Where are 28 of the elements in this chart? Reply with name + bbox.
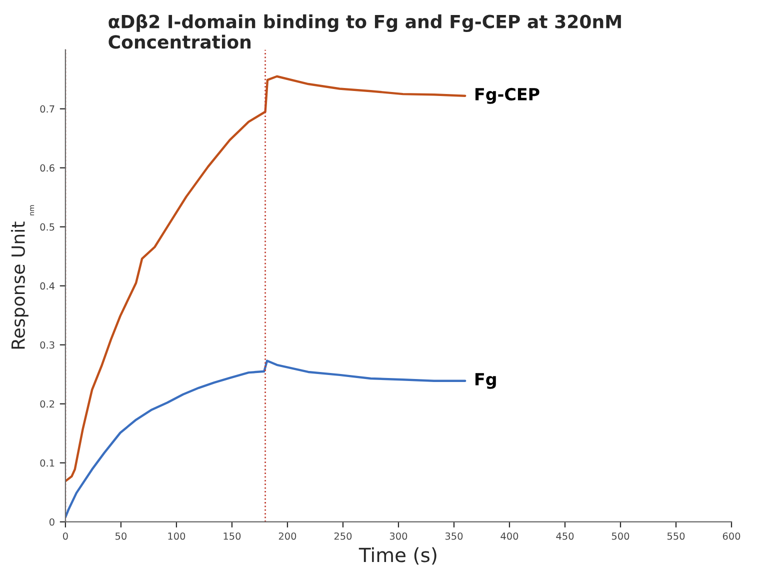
x-tick-label: 400	[500, 532, 518, 540]
x-axis-title: Time (s)	[358, 547, 436, 565]
x-tick-label: 150	[224, 532, 241, 540]
y-axis-title: Response Unit	[10, 222, 28, 349]
x-tick-label: 550	[667, 532, 685, 540]
y-tick-label: 0.6	[40, 164, 54, 172]
y-tick-label: 0.5	[40, 223, 54, 231]
x-tick-label: 600	[722, 532, 740, 540]
series-label: Fg-CEP	[475, 88, 540, 104]
y-tick-label: 0.4	[40, 282, 54, 290]
x-tick-label: 450	[556, 532, 574, 540]
x-tick-label: 250	[334, 532, 352, 540]
x-tick-label: 50	[116, 532, 126, 540]
y-tick-label: 0	[49, 518, 54, 526]
chart-title: αDβ2 I-domain binding to Fg and Fg-CEP at 320nM Concentration	[108, 14, 621, 49]
x-tick-label: 100	[168, 532, 186, 540]
y-tick-label: 0.7	[40, 105, 54, 113]
y-tick-label: 0.2	[40, 400, 54, 408]
x-tick-label: 500	[612, 532, 630, 540]
x-tick-label: 200	[278, 532, 296, 540]
y-tick-label: 0.1	[40, 459, 54, 467]
x-tick-label: 350	[445, 532, 463, 540]
line-series	[65, 75, 466, 482]
x-tick-label: 300	[390, 532, 408, 540]
line-series	[65, 360, 466, 518]
y-tick-label: 0.3	[40, 341, 54, 349]
x-tick-label: 0	[63, 532, 68, 540]
series-label: Fg	[475, 373, 496, 389]
